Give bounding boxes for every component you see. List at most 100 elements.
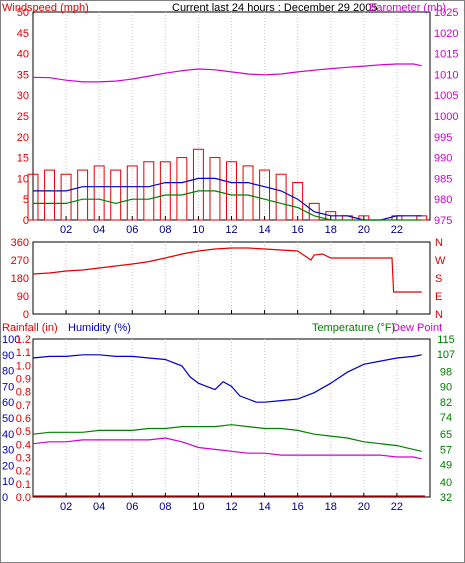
hour-tick-label: 04 xyxy=(93,501,105,513)
direction-degree-tick: 180 xyxy=(11,273,29,285)
windspeed-tick: 0 xyxy=(23,215,29,227)
humidity-temperature-lines xyxy=(32,354,425,497)
humidity-tick: 40 xyxy=(2,429,14,441)
temperature-tick: 49 xyxy=(440,460,452,472)
hour-tick-label: 10 xyxy=(192,224,204,236)
barometer-tick: 975 xyxy=(434,215,452,227)
wind-direction-line xyxy=(32,247,422,293)
hour-tick-label: 18 xyxy=(325,224,337,236)
temperature-tick-labels: 32 40 49 57 65 74 82 90 98 107 115 xyxy=(437,334,455,504)
hour-tick-label: 10 xyxy=(192,501,204,513)
windspeed-tick-labels: 0 5 10 15 20 25 30 35 40 45 50 xyxy=(17,7,29,227)
hour-tick-label: 16 xyxy=(292,501,304,513)
barometer-tick: 1015 xyxy=(434,49,458,61)
compass-label: N xyxy=(435,237,443,249)
rainfall-tick: 0.9 xyxy=(16,374,31,386)
chart-title: Current last 24 hours : December 29 2005 xyxy=(172,2,377,14)
humidity-tick: 20 xyxy=(2,460,14,472)
compass-label: E xyxy=(435,291,442,303)
humidity-hour-ticks: 02 04 06 08 10 12 14 16 18 20 22 xyxy=(60,493,403,513)
rainfall-tick: 0.2 xyxy=(16,466,31,478)
barometer-tick-labels: 975 980 985 990 995 1000 1005 1010 1015 1020 1025 xyxy=(434,7,458,227)
rainfall-tick-labels: 0.00.10.20.3 0.40.50.60.70.80.9 1.01.11.2 xyxy=(16,334,31,504)
wind-lines xyxy=(32,63,422,221)
direction-line xyxy=(32,247,422,293)
windspeed-bar xyxy=(143,161,155,221)
rainfall-axis-title: Rainfall (in) xyxy=(2,322,58,334)
direction-gridlines xyxy=(65,242,398,314)
humidity-gridlines xyxy=(65,339,398,497)
windspeed-bar xyxy=(242,165,254,221)
wind-plot-frame xyxy=(32,11,431,221)
windspeed-bar xyxy=(77,169,89,221)
rainfall-tick: 0.7 xyxy=(16,400,31,412)
direction-degree-tick: 360 xyxy=(11,237,29,249)
rainfall-tick: 1.1 xyxy=(16,347,31,359)
hour-tick-label: 22 xyxy=(391,224,403,236)
dewpoint-line xyxy=(32,437,422,460)
temperature-tick: 90 xyxy=(440,382,452,394)
windspeed-bar xyxy=(27,173,39,221)
humidity-axis-title: Humidity (%) xyxy=(68,322,131,334)
direction-degree-labels: 0 90 180 270 360 xyxy=(11,237,29,321)
barometer-tick: 990 xyxy=(434,153,452,165)
dewpoint-axis-title: Dew Point xyxy=(392,322,442,334)
windspeed-tick: 5 xyxy=(23,194,29,206)
barometer-line xyxy=(32,63,422,83)
rainfall-tick: 0.8 xyxy=(16,387,31,399)
windspeed-bar xyxy=(416,215,428,221)
windspeed-tick: 30 xyxy=(17,90,29,102)
hour-tick-label: 14 xyxy=(258,501,270,513)
windspeed-bar xyxy=(176,157,188,221)
barometer-tick: 1020 xyxy=(434,28,458,40)
windspeed-bar xyxy=(308,202,320,221)
barometer-tick: 985 xyxy=(434,173,452,185)
humidity-tick-labels: 0 10 20 30 40 50 60 70 80 90 100 xyxy=(2,334,20,504)
windspeed-bar xyxy=(275,173,287,221)
barometer-tick: 980 xyxy=(434,194,452,206)
rainfall-tick: 1.2 xyxy=(16,334,31,346)
rainfall-tick: 0.0 xyxy=(16,492,31,504)
temperature-tick: 40 xyxy=(440,477,452,489)
temperature-tick: 98 xyxy=(440,366,452,378)
temperature-axis-title: Temperature (°F) xyxy=(312,322,395,334)
humidity-tick: 10 xyxy=(2,476,14,488)
humidity-tick: 0 xyxy=(2,492,8,504)
temperature-tick: 107 xyxy=(437,349,455,361)
hour-tick-label: 18 xyxy=(325,501,337,513)
direction-degree-tick: 270 xyxy=(11,255,29,267)
humidity-tick: 80 xyxy=(2,366,14,378)
compass-label: W xyxy=(435,255,446,267)
hour-tick-label: 02 xyxy=(60,224,72,236)
humidity-tick: 30 xyxy=(2,445,14,457)
hour-tick-label: 08 xyxy=(159,501,171,513)
humidity-tick: 60 xyxy=(2,397,14,409)
windspeed-axis-title: Windspeed (mph) xyxy=(2,2,89,14)
humidity-line xyxy=(32,354,422,403)
compass-label: S xyxy=(435,273,442,285)
direction-hour-ticks xyxy=(65,310,398,314)
windspeed-bar xyxy=(110,169,122,221)
windspeed-tick: 40 xyxy=(17,49,29,61)
hour-tick-label: 12 xyxy=(225,224,237,236)
humidity-temperature-panel: Rainfall (in) Humidity (%) Temperature (… xyxy=(2,322,455,513)
windspeed-tick: 25 xyxy=(17,111,29,123)
temperature-tick: 74 xyxy=(440,412,452,424)
windspeed-tick: 50 xyxy=(17,7,29,19)
hour-tick-label: 04 xyxy=(93,224,105,236)
temperature-tick: 115 xyxy=(437,334,455,346)
hour-tick-label: 20 xyxy=(358,224,370,236)
barometer-tick: 1005 xyxy=(434,90,458,102)
rainfall-tick: 0.6 xyxy=(16,413,31,425)
windspeed-tick: 45 xyxy=(17,28,29,40)
wind-series-line xyxy=(33,190,422,221)
rainfall-tick: 0.1 xyxy=(16,479,31,491)
wind-series-line xyxy=(33,177,422,221)
hour-tick-label: 02 xyxy=(60,501,72,513)
rainfall-tick: 0.3 xyxy=(16,453,31,465)
temperature-tick: 82 xyxy=(440,397,452,409)
hour-tick-label: 20 xyxy=(358,501,370,513)
humidity-tick: 50 xyxy=(2,413,14,425)
